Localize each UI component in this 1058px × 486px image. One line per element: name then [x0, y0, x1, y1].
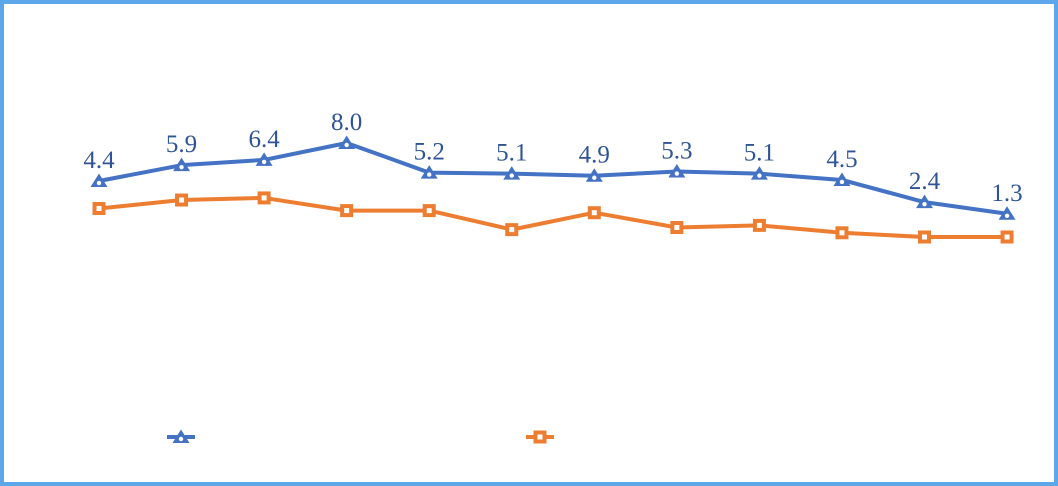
blue-triangle-series-data-label: 2.4	[909, 168, 941, 195]
orange-square-series-marker-dot	[839, 230, 845, 236]
blue-triangle-series-marker	[255, 152, 273, 166]
blue-triangle-series-marker	[172, 429, 190, 443]
blue-triangle-series-marker-dot	[839, 179, 845, 185]
orange-square-series-marker-dot	[344, 208, 350, 214]
blue-triangle-series-marker-dot	[922, 201, 927, 207]
blue-triangle-series-marker	[173, 157, 191, 172]
blue-triangle-series-marker	[668, 164, 686, 178]
blue-triangle-series-marker-dot	[344, 142, 349, 148]
blue-triangle-series-marker	[503, 166, 521, 180]
blue-triangle-series-data-label: 5.1	[496, 140, 527, 167]
orange-square-series-marker-dot	[509, 227, 515, 233]
blue-triangle-series-marker-dot	[96, 180, 102, 186]
blue-triangle-series-data-label: 5.2	[414, 139, 445, 166]
blue-triangle-series-data-label: 4.5	[826, 146, 857, 173]
blue-triangle-series-data-label: 5.9	[166, 131, 197, 158]
blue-triangle-series-marker	[833, 172, 851, 186]
blue-triangle-series-data-label: 1.3	[991, 180, 1022, 207]
blue-triangle-series-marker	[420, 165, 438, 179]
blue-triangle-series-data-label: 5.1	[744, 140, 775, 167]
blue-triangle-series-marker-dot	[427, 172, 432, 177]
orange-square-series-marker-dot	[426, 208, 432, 214]
orange-square-series-marker-dot	[261, 195, 267, 201]
blue-triangle-series-marker	[338, 135, 356, 149]
blue-triangle-series-marker-dot	[178, 436, 184, 442]
blue-triangle-series-marker-dot	[509, 173, 514, 178]
blue-triangle-series-data-label: 6.4	[248, 126, 280, 153]
orange-square-series-marker-dot	[674, 225, 680, 230]
blue-triangle-series-data-label: 4.9	[579, 142, 610, 169]
blue-triangle-series-marker	[90, 173, 108, 188]
orange-square-series-marker-dot	[756, 222, 762, 228]
orange-square-series-marker-dot	[591, 210, 597, 216]
blue-triangle-series-marker-dot	[179, 164, 184, 170]
blue-triangle-series-data-label: 5.3	[661, 138, 692, 165]
orange-square-series-marker-dot	[179, 197, 185, 203]
blue-triangle-series-marker	[998, 206, 1016, 220]
orange-square-series-marker-dot	[537, 434, 543, 440]
blue-triangle-series-data-label: 4.4	[83, 147, 115, 174]
blue-triangle-series-line	[98, 141, 1008, 216]
orange-square-series-marker-dot	[1004, 234, 1010, 240]
blue-triangle-series-marker	[585, 168, 603, 182]
orange-square-series-marker-dot	[96, 205, 102, 211]
blue-triangle-series-marker-dot	[261, 159, 267, 165]
orange-square-series-marker-dot	[922, 234, 927, 240]
blue-triangle-series-data-label: 8.0	[331, 109, 362, 136]
blue-triangle-series-marker	[750, 166, 768, 180]
blue-triangle-series-marker	[916, 194, 933, 209]
orange-square-series-line	[98, 195, 1008, 240]
blue-triangle-series-marker-dot	[592, 175, 597, 180]
blue-triangle-series-marker-dot	[757, 173, 762, 178]
blue-triangle-series-marker-dot	[1004, 213, 1010, 218]
blue-triangle-series-marker-dot	[674, 171, 680, 176]
